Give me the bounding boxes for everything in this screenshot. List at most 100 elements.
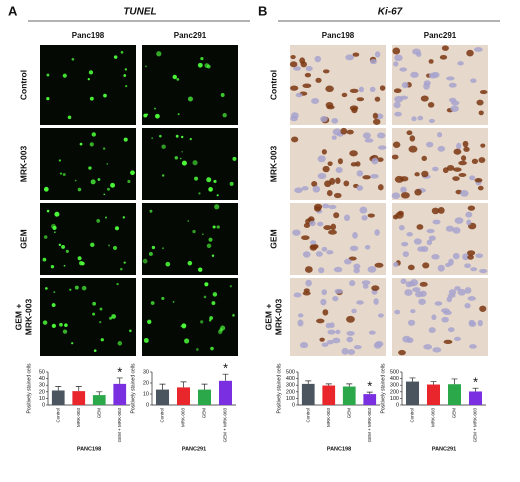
nucleus [375, 341, 384, 347]
nucleus [326, 250, 334, 255]
row-label: MRK-003 [23, 299, 33, 336]
y-tick-label: 30 [39, 383, 45, 389]
nucleus [392, 141, 401, 148]
stained-cell [181, 150, 184, 153]
stained-cell [122, 216, 125, 219]
nucleus [377, 184, 384, 191]
nucleus [349, 88, 359, 93]
nucleus [480, 143, 486, 148]
nucleus [466, 250, 476, 256]
nucleus [439, 54, 448, 60]
stained-cell [216, 225, 220, 229]
nucleus [420, 95, 429, 102]
stained-cell [50, 264, 55, 269]
bar [363, 394, 377, 405]
nucleus [374, 262, 384, 268]
stained-cell [120, 51, 124, 54]
nucleus [362, 175, 371, 180]
stained-cell [62, 73, 67, 78]
y-tick-label: 300 [286, 383, 295, 389]
nucleus [411, 116, 417, 122]
nucleus [479, 305, 487, 312]
stained-cell [103, 93, 107, 98]
nucleus [351, 308, 357, 314]
error-bar [222, 373, 229, 381]
nucleus [453, 167, 462, 172]
nucleus [469, 344, 477, 349]
nucleus [441, 45, 449, 51]
bar [322, 385, 336, 405]
nucleus [416, 224, 424, 230]
nucleus [325, 85, 334, 93]
nucleus [428, 72, 438, 79]
nucleus [428, 327, 436, 334]
stained-cell [111, 314, 116, 319]
nucleus [465, 211, 473, 218]
stained-cell [201, 233, 204, 236]
error-bar [116, 377, 123, 384]
nucleus [452, 227, 461, 234]
stained-cell [114, 226, 120, 231]
stained-cell [192, 229, 196, 234]
nucleus [462, 253, 470, 261]
bar [72, 391, 86, 405]
nucleus [446, 296, 453, 303]
stained-cell [179, 157, 182, 160]
stained-cell [198, 267, 203, 272]
nucleus [392, 214, 399, 220]
stained-cell [89, 96, 94, 101]
y-axis-label: Positively stained cells [26, 363, 32, 414]
nucleus [316, 318, 325, 324]
nucleus [347, 349, 356, 355]
x-tick-label: Control [305, 408, 310, 423]
nucleus [290, 54, 296, 60]
y-tick-label: 30 [143, 369, 149, 375]
x-axis-label: PANC198 [327, 446, 351, 452]
stained-cell [67, 115, 72, 120]
stained-cell [112, 245, 118, 251]
nucleus [442, 167, 449, 174]
nucleus [477, 185, 484, 191]
nucleus [466, 49, 474, 57]
stained-cell [77, 187, 82, 192]
x-tick-label: Control [55, 408, 60, 423]
stained-cell [113, 55, 118, 59]
x-axis-label: PANC291 [432, 446, 456, 452]
nucleus [311, 97, 320, 105]
nucleus [300, 61, 307, 68]
nucleus [402, 335, 411, 343]
y-tick-label: 50 [39, 369, 45, 375]
nucleus [346, 330, 355, 336]
y-tick-label: 0 [42, 402, 45, 408]
row-label: MRK-003 [273, 299, 283, 336]
stained-cell [200, 320, 204, 324]
nucleus [353, 263, 361, 270]
panel-title: Ki-67 [378, 7, 403, 18]
nucleus [333, 192, 342, 199]
nucleus [400, 186, 407, 194]
nucleus [377, 157, 384, 162]
error-bar [75, 386, 82, 392]
stained-cell [93, 349, 97, 352]
nucleus [364, 244, 371, 250]
nucleus [393, 88, 402, 94]
nucleus [417, 115, 424, 121]
stained-cell [104, 216, 107, 219]
stained-cell [181, 160, 187, 166]
nucleus [423, 344, 433, 350]
x-tick-label: GEM + MRK-003 [367, 408, 372, 443]
stained-cell [61, 244, 66, 249]
stained-cell [189, 137, 192, 141]
nucleus [446, 76, 455, 81]
row-label: GEM + [13, 304, 23, 331]
nucleus [407, 264, 415, 271]
nucleus [294, 187, 303, 194]
stained-cell [187, 96, 193, 102]
nucleus [344, 258, 352, 265]
nucleus [372, 112, 378, 120]
nucleus [478, 110, 484, 116]
nucleus [414, 188, 422, 196]
nucleus [321, 246, 328, 252]
stained-cell [71, 342, 74, 345]
nucleus [332, 128, 342, 136]
